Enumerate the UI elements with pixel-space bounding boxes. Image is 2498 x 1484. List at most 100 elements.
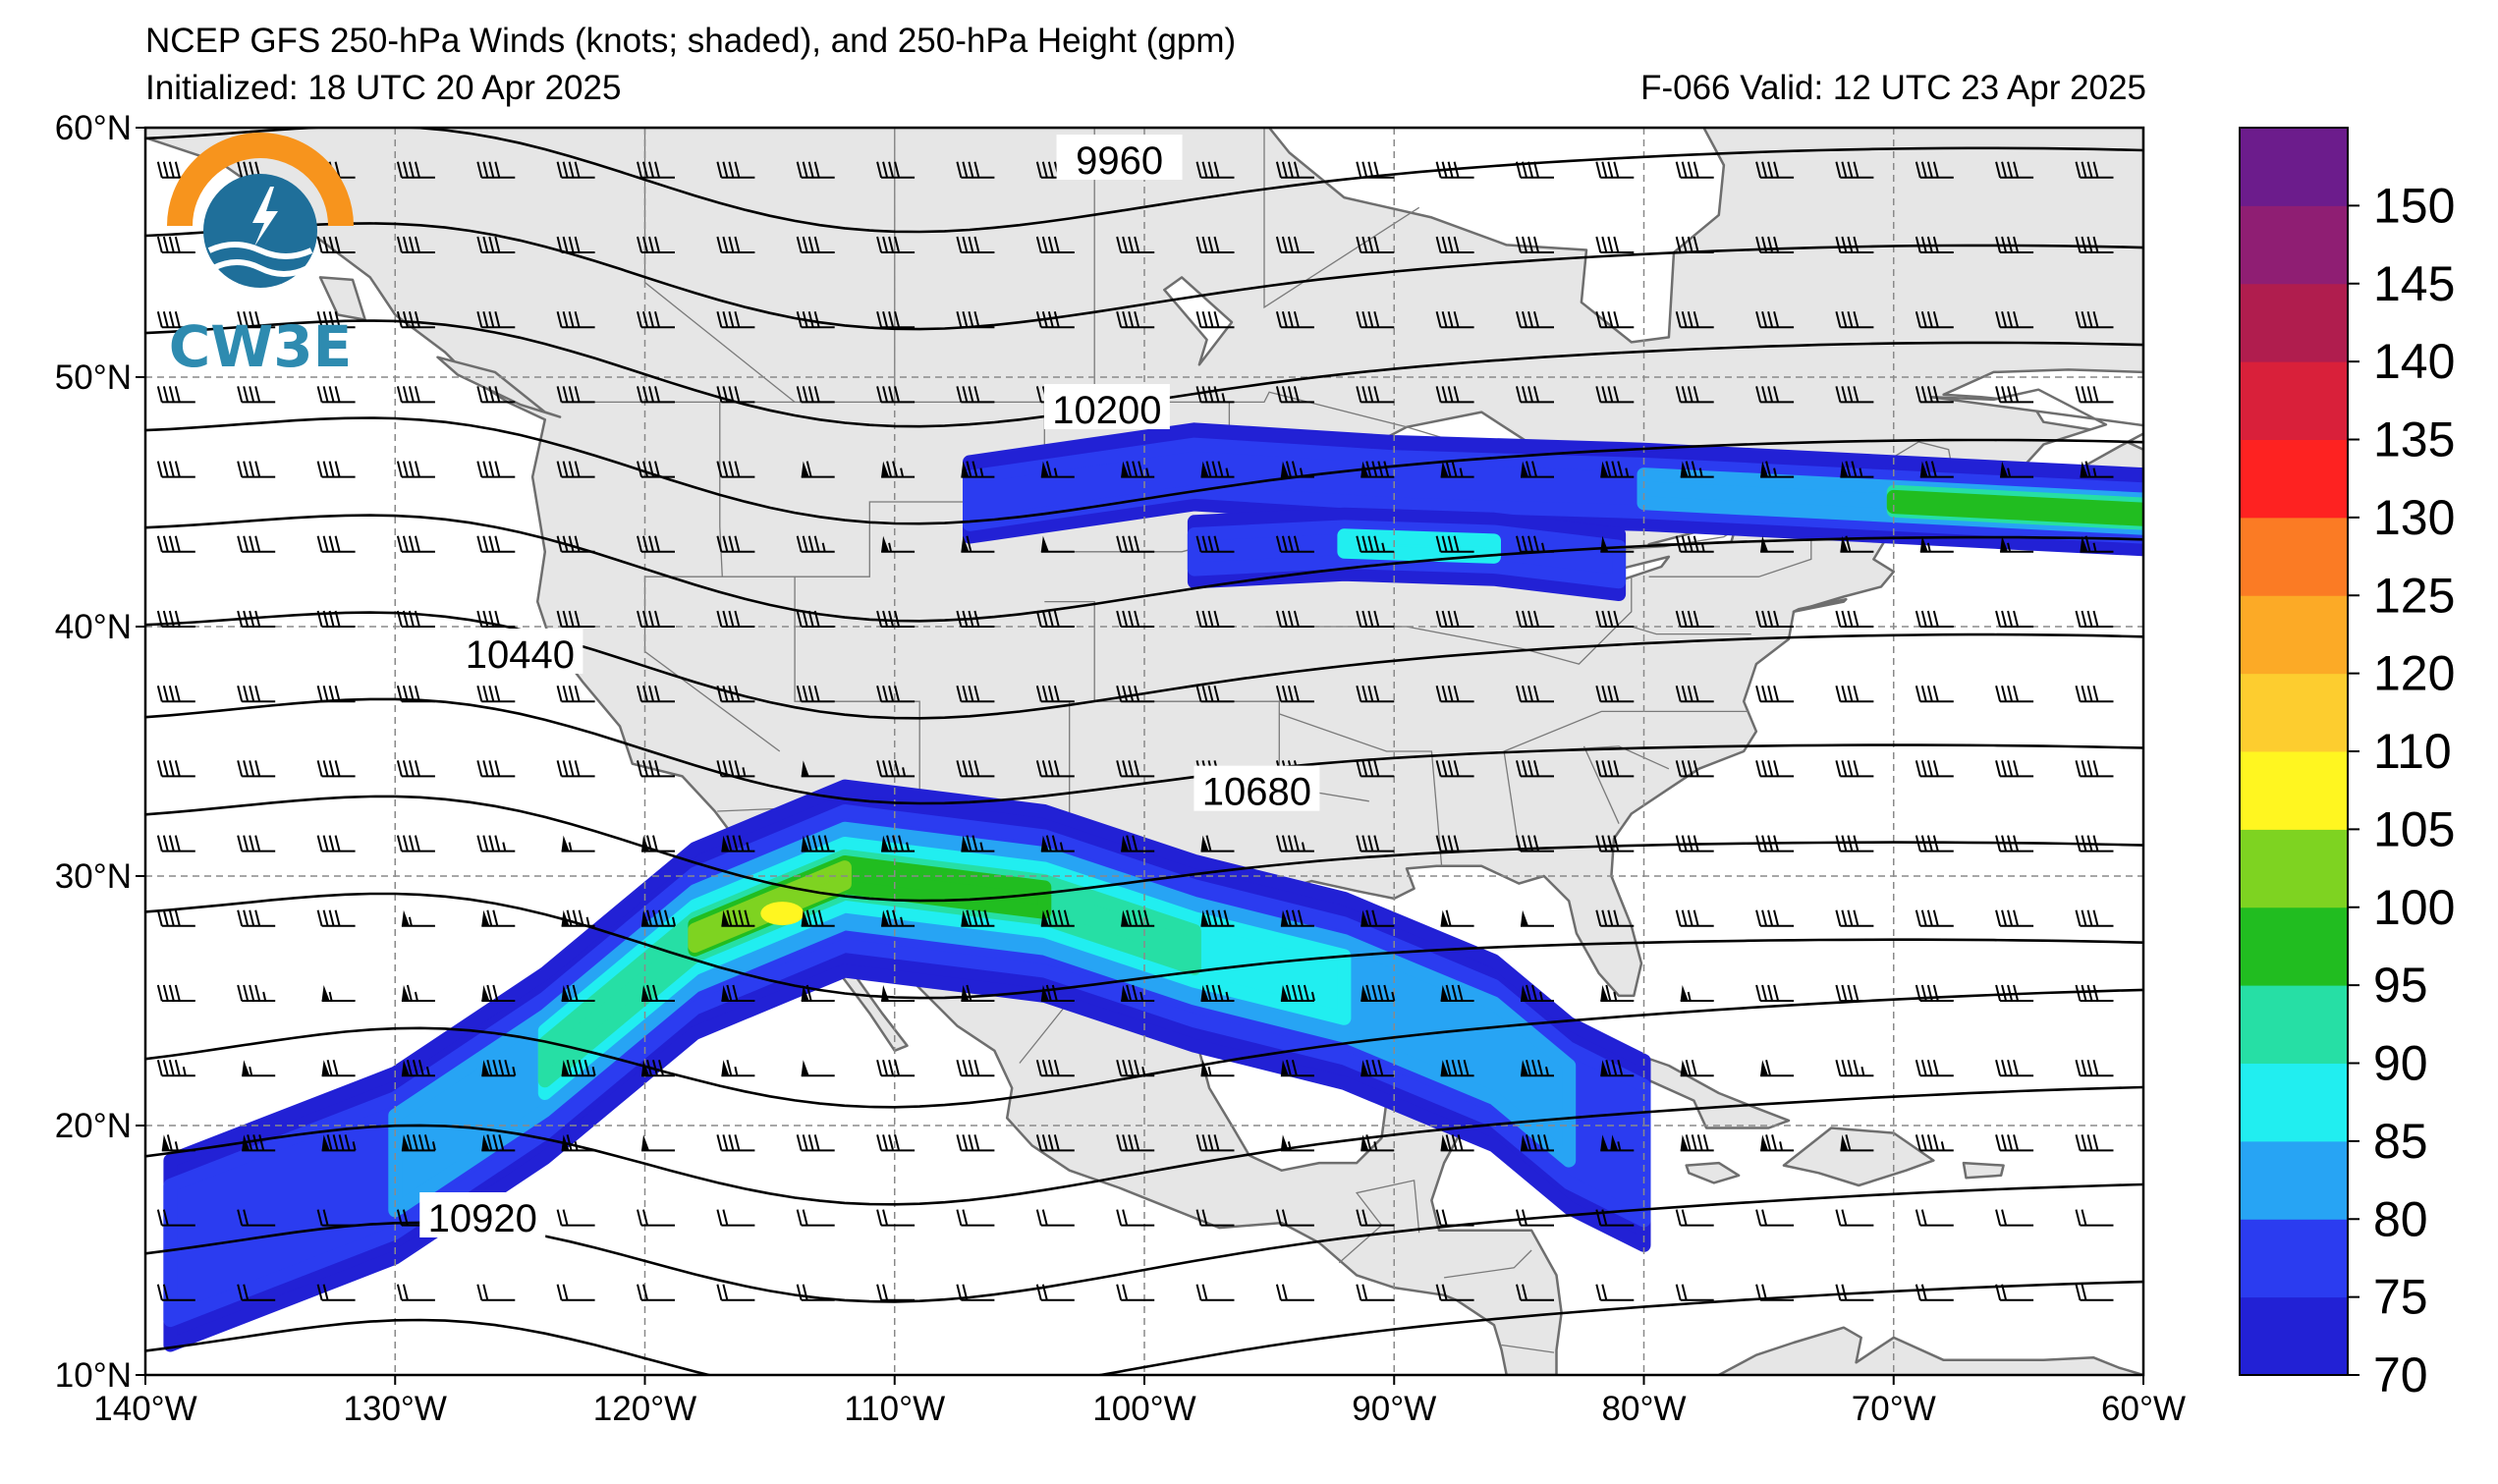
- wind-barb: [1356, 835, 1395, 852]
- wind-barb-feather: [1841, 984, 1848, 1002]
- wind-barb-feather: [956, 1134, 963, 1151]
- wind-barb-feather: [249, 760, 255, 777]
- wind-barb-feather: [574, 310, 581, 328]
- wind-barb: [1840, 461, 1874, 478]
- contour-label-10440: 10440: [466, 633, 575, 677]
- wind-barb-feather: [402, 386, 409, 403]
- wind-barb-feather: [568, 685, 575, 702]
- wind-barb-feather: [1915, 310, 1921, 328]
- wind-barb-feather: [1126, 461, 1133, 477]
- wind-barb: [961, 461, 995, 478]
- wind-barb-feather: [1537, 1134, 1543, 1151]
- wind-barb-feather: [1926, 685, 1933, 702]
- wind-barb-feather: [414, 236, 420, 253]
- wind-barb-feather: [1595, 1284, 1602, 1301]
- wind-barb-feather: [162, 1059, 169, 1076]
- wind-barb-flag: [961, 461, 970, 477]
- wind-barb-feather: [734, 760, 741, 777]
- wind-barb-feather: [1373, 610, 1380, 628]
- wind-barb-feather: [876, 1284, 883, 1301]
- wind-barb: [1675, 760, 1714, 778]
- wind-barb: [1521, 1134, 1554, 1152]
- wind-barb: [1919, 461, 1954, 478]
- wind-barb-feather: [802, 236, 808, 253]
- wind-barb-feather: [1685, 461, 1692, 477]
- wind-barb-feather: [1595, 760, 1602, 777]
- colorbar-label: 125: [2373, 568, 2455, 623]
- wind-barb-feather: [956, 685, 963, 702]
- wind-barb-feather: [316, 760, 323, 777]
- wind-barb-feather: [1607, 161, 1614, 179]
- wind-barb-feather: [168, 984, 175, 1002]
- wind-barb-feather: [1128, 760, 1135, 777]
- wind-barb-feather: [1195, 161, 1202, 179]
- wind-barb-feather: [956, 1059, 963, 1076]
- wind-barb-feather: [1853, 984, 1860, 1002]
- wind-barb-feather: [174, 835, 181, 852]
- wind-barb-flag: [2000, 535, 2009, 552]
- wind-barb-feather: [562, 1209, 569, 1226]
- wind-barb-flag: [1680, 985, 1689, 1001]
- wind-barb: [156, 1209, 195, 1227]
- wind-barb-feather: [1128, 610, 1135, 628]
- wind-barb-feather: [556, 161, 563, 179]
- wind-barb-flag: [641, 909, 649, 926]
- wind-barb-feather: [1205, 909, 1212, 927]
- wind-barb-half-feather: [979, 842, 984, 852]
- wind-barb-feather: [637, 310, 642, 328]
- border-line-5: [794, 577, 920, 844]
- wind-barb: [876, 386, 916, 404]
- wind-barb: [961, 835, 995, 852]
- wind-barb-feather: [1607, 909, 1614, 927]
- wind-barb-feather: [642, 610, 648, 628]
- wind-barb: [1755, 984, 1795, 1002]
- wind-barb-feather: [2092, 909, 2099, 927]
- wind-barb: [1915, 386, 1954, 404]
- wind-barb-feather: [734, 461, 741, 477]
- wind-barb-feather: [1755, 161, 1762, 179]
- wind-barb-feather: [805, 835, 812, 852]
- wind-barb-feather: [1841, 1284, 1848, 1301]
- wind-barb-feather: [2084, 461, 2091, 477]
- wind-barb-feather: [1116, 1134, 1123, 1151]
- wind-barb-flag: [1521, 985, 1528, 1001]
- wind-barb-feather: [482, 161, 489, 179]
- wind-barb: [556, 1284, 595, 1301]
- wind-barb-feather: [566, 909, 573, 927]
- wind-barb-feather: [1451, 461, 1458, 477]
- wind-barb-feather: [402, 236, 409, 253]
- wind-barb: [1675, 909, 1714, 927]
- wind-barb-half-feather: [1381, 542, 1386, 553]
- wind-barb-feather: [1195, 310, 1202, 328]
- wind-barb-feather: [1613, 610, 1620, 628]
- wind-barb-feather: [1755, 310, 1762, 328]
- wind-barb-feather: [664, 909, 670, 927]
- wind-barb-feather: [1122, 1134, 1129, 1151]
- wind-barb-feather: [1297, 984, 1304, 1002]
- wind-barb-feather: [734, 386, 741, 403]
- wind-barb-feather: [572, 984, 579, 1002]
- wind-barb: [956, 386, 995, 404]
- wind-barb: [1356, 685, 1395, 703]
- lat-tick-label: 40°N: [55, 608, 132, 646]
- wind-barb: [1755, 610, 1795, 628]
- wind-barb-feather: [1915, 161, 1921, 179]
- wind-barb-feather: [328, 535, 335, 553]
- wind-barb-flag: [1040, 461, 1049, 477]
- lat-tick-label: 50°N: [55, 358, 132, 397]
- wind-barb-feather: [1773, 685, 1780, 702]
- wind-barb-feather: [174, 909, 181, 927]
- wind-barb-feather: [802, 535, 808, 553]
- wind-barb: [1915, 1209, 1954, 1227]
- wind-barb-feather: [1526, 984, 1531, 1002]
- wind-barb-feather: [476, 461, 483, 477]
- wind-barb-half-feather: [1617, 1141, 1622, 1151]
- wind-barb-feather: [1445, 1134, 1452, 1151]
- wind-barb-feather: [876, 1209, 883, 1226]
- wind-barb: [1035, 1059, 1075, 1077]
- wind-barb-feather: [476, 386, 483, 403]
- wind-barb-feather: [722, 685, 729, 702]
- wind-barb-feather: [807, 310, 814, 328]
- wind-barb-feather: [237, 835, 244, 852]
- wind-barb-feather: [1367, 835, 1374, 852]
